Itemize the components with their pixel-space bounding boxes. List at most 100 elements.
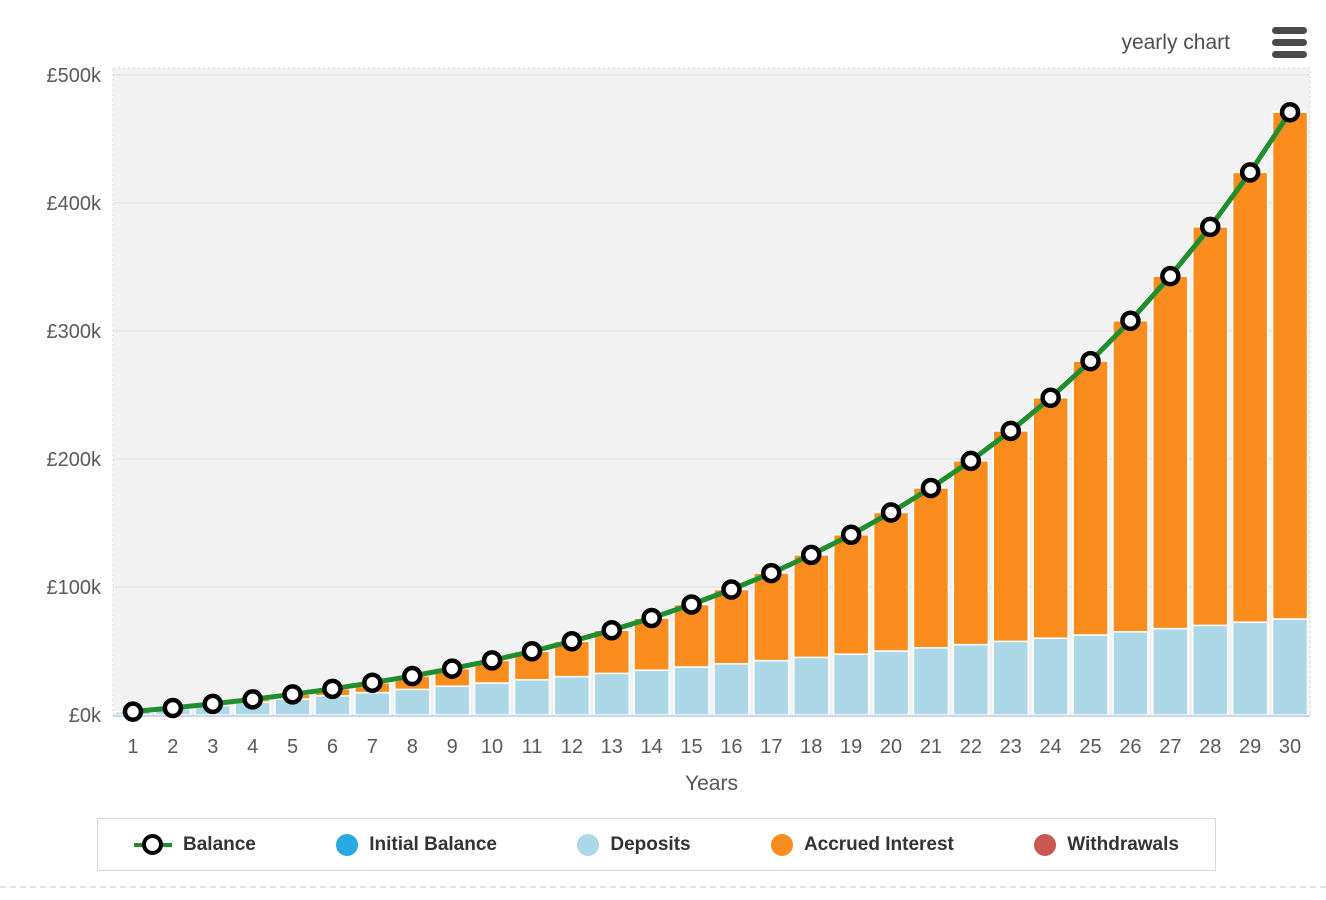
bar-segment-accrued-interest[interactable] (673, 603, 710, 668)
bar-segment-deposits[interactable] (593, 672, 630, 716)
balance-marker[interactable] (441, 658, 463, 679)
x-axis-label: 13 (601, 736, 623, 758)
balance-marker[interactable] (362, 672, 383, 693)
bar-segment-deposits[interactable] (1112, 631, 1149, 716)
bar-segment-deposits[interactable] (713, 663, 750, 716)
balance-marker[interactable] (561, 631, 583, 652)
bar-segment-accrued-interest[interactable] (1072, 360, 1109, 636)
balance-marker[interactable] (880, 502, 902, 523)
y-axis-label: £0k (69, 705, 102, 727)
balance-marker[interactable] (1279, 101, 1301, 123)
bar-segment-deposits[interactable] (1192, 624, 1229, 716)
bar-segment-accrued-interest[interactable] (912, 487, 950, 649)
bar-segment-accrued-interest[interactable] (793, 554, 830, 659)
x-axis-label: 12 (561, 736, 583, 758)
bottom-divider (0, 886, 1326, 888)
balance-marker[interactable] (322, 678, 343, 700)
bar-segment-deposits[interactable] (753, 659, 790, 716)
bar-segment-deposits[interactable] (1072, 634, 1109, 716)
balance-marker[interactable] (641, 607, 662, 629)
balance-marker[interactable] (1160, 265, 1181, 287)
balance-marker[interactable] (960, 450, 982, 472)
bar-segment-deposits[interactable] (992, 640, 1029, 716)
balance-marker[interactable] (920, 477, 942, 499)
bar-segment-deposits[interactable] (433, 685, 471, 716)
x-axis-label: 1 (127, 736, 138, 758)
bar-segment-deposits[interactable] (832, 653, 870, 716)
balance-marker[interactable] (1000, 420, 1021, 442)
accrued-interest-marker-icon (770, 833, 793, 856)
bar-segment-accrued-interest[interactable] (1231, 171, 1269, 623)
x-axis-label: 29 (1239, 736, 1261, 758)
bar-segment-accrued-interest[interactable] (713, 588, 750, 665)
balance-marker[interactable] (1120, 310, 1141, 332)
balance-marker[interactable] (162, 697, 184, 719)
bar-segment-deposits[interactable] (354, 691, 391, 716)
plot-area (112, 67, 1311, 716)
bar-segment-accrued-interest[interactable] (832, 533, 870, 655)
bar-segment-deposits[interactable] (1152, 627, 1189, 716)
bar-segment-deposits[interactable] (394, 688, 431, 716)
x-axis-label: 30 (1279, 736, 1301, 758)
legend-item-withdrawals[interactable]: Withdrawals (1034, 833, 1179, 856)
chart-legend: Balance Initial Balance Deposits Accrued In… (97, 818, 1216, 871)
chart-menu-button[interactable] (1272, 22, 1307, 63)
legend-item-initial-balance[interactable]: Initial Balance (336, 833, 497, 856)
bar-segment-accrued-interest[interactable] (1152, 275, 1189, 630)
x-axis-label: 24 (1040, 736, 1062, 758)
balance-marker[interactable] (840, 524, 862, 545)
chart-header: yearly chart (1121, 22, 1307, 63)
x-axis-label: 18 (800, 736, 822, 758)
balance-marker[interactable] (1200, 216, 1221, 238)
balance-marker[interactable] (681, 594, 702, 615)
balance-marker[interactable] (1239, 162, 1261, 183)
bar-segment-deposits[interactable] (513, 679, 551, 716)
balance-marker[interactable] (481, 650, 503, 671)
bar-segment-deposits[interactable] (1231, 621, 1269, 716)
x-axis-label: 17 (760, 736, 782, 758)
bar-segment-deposits[interactable] (673, 666, 710, 716)
x-axis-label: 20 (880, 736, 902, 758)
balance-marker[interactable] (202, 693, 223, 715)
bar-segment-accrued-interest[interactable] (872, 511, 910, 652)
bar-segment-deposits[interactable] (553, 675, 591, 716)
bar-segment-deposits[interactable] (952, 643, 990, 716)
bar-segment-accrued-interest[interactable] (1032, 396, 1069, 639)
balance-marker[interactable] (761, 562, 782, 584)
balance-marker[interactable] (1080, 350, 1101, 372)
balance-marker[interactable] (521, 641, 543, 662)
bar-segment-accrued-interest[interactable] (1112, 320, 1149, 633)
bar-segment-deposits[interactable] (912, 647, 950, 716)
x-axis-label: 27 (1159, 736, 1181, 758)
y-axis-label: £100k (47, 577, 102, 599)
legend-item-accrued-interest[interactable]: Accrued Interest (770, 833, 954, 856)
x-axis-label: 7 (367, 736, 378, 758)
bar-segment-accrued-interest[interactable] (1192, 226, 1229, 627)
balance-marker[interactable] (122, 701, 144, 722)
bar-segment-deposits[interactable] (633, 669, 670, 716)
x-axis-label: 25 (1079, 736, 1101, 758)
balance-marker[interactable] (1040, 387, 1061, 408)
bar-segment-deposits[interactable] (1032, 637, 1069, 716)
bar-segment-deposits[interactable] (793, 656, 830, 716)
legend-item-balance[interactable]: Balance (134, 833, 256, 856)
deposits-marker-icon (577, 833, 600, 856)
balance-marker[interactable] (402, 665, 423, 687)
bar-segment-deposits[interactable] (473, 682, 511, 716)
balance-marker[interactable] (721, 579, 742, 600)
bar-segment-accrued-interest[interactable] (753, 572, 790, 662)
bar-segment-accrued-interest[interactable] (952, 460, 990, 646)
x-axis-label: 11 (522, 736, 543, 758)
bar-segment-accrued-interest[interactable] (992, 430, 1029, 643)
x-axis-label: 28 (1199, 736, 1221, 758)
bar-segment-deposits[interactable] (872, 650, 910, 716)
legend-item-deposits[interactable]: Deposits (577, 833, 691, 856)
bar-segment-accrued-interest[interactable] (1271, 111, 1309, 620)
x-axis-label: 3 (207, 736, 218, 758)
balance-marker[interactable] (801, 544, 822, 566)
balance-marker[interactable] (242, 689, 263, 710)
balance-marker[interactable] (282, 684, 303, 705)
balance-marker[interactable] (601, 619, 622, 641)
bar-segment-deposits[interactable] (1271, 618, 1309, 716)
